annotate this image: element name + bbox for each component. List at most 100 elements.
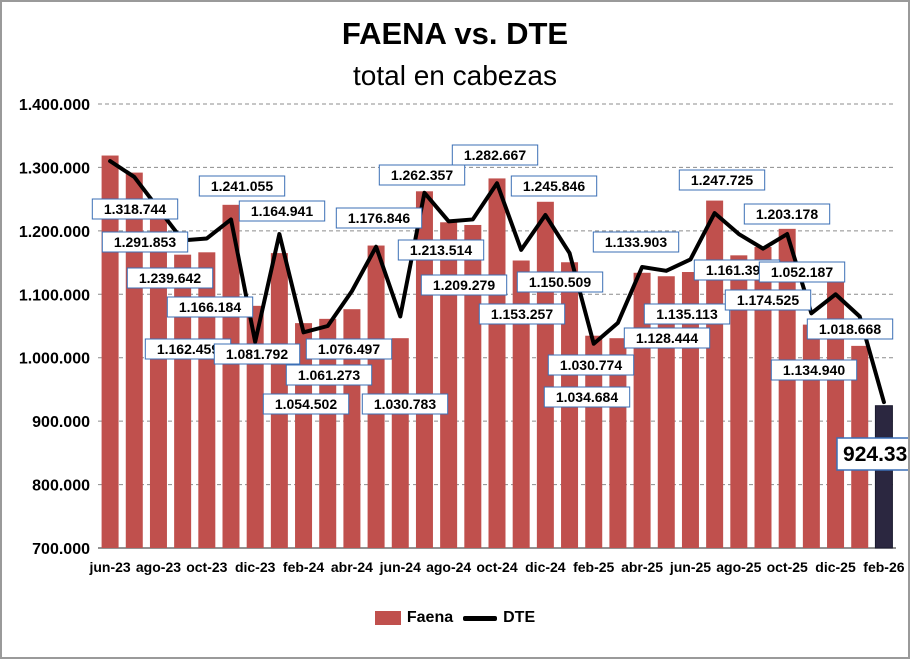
y-tick-label: 800.000: [32, 478, 90, 495]
data-label: 1.239.642: [139, 270, 201, 286]
x-tick-label: jun-23: [88, 559, 130, 575]
data-label: 1.128.444: [636, 330, 698, 346]
data-label-box: [213, 343, 301, 365]
data-label: 1.282.667: [464, 147, 526, 163]
data-label-box: [543, 386, 631, 408]
data-label: 1.052.187: [771, 264, 833, 280]
data-label-box: [770, 359, 858, 381]
data-label: 1.054.502: [275, 396, 337, 412]
legend-swatch-faena: [374, 611, 401, 625]
data-label-box: [724, 289, 812, 311]
data-label-box: [397, 239, 485, 261]
data-label: 1.174.525: [737, 292, 799, 308]
data-label-box: [166, 296, 254, 318]
data-label: 1.203.178: [756, 206, 818, 222]
data-label-box: [478, 303, 566, 325]
y-tick-label: 1.300.000: [19, 160, 90, 177]
bar-faena: [101, 155, 119, 548]
data-label: 1.176.846: [348, 210, 410, 226]
data-label: 1.162.459: [157, 341, 219, 357]
data-label-box: [451, 144, 539, 166]
data-label-box: [420, 274, 508, 296]
x-tick-label: oct-25: [767, 559, 808, 575]
data-label-box: [361, 393, 449, 415]
data-label-box: [198, 175, 286, 197]
x-tick-label: dic-23: [235, 559, 276, 575]
bar-faena: [706, 200, 724, 548]
x-tick-label: ago-25: [716, 559, 761, 575]
legend-label-faena: Faena: [406, 609, 454, 626]
highlight-label-box: [836, 437, 908, 471]
data-label: 1.245.846: [523, 178, 585, 194]
x-tick-label: feb-24: [283, 559, 324, 575]
y-tick-label: 1.200.000: [19, 224, 90, 241]
data-label-box: [758, 261, 846, 283]
highlight-label: 924.333: [843, 443, 908, 466]
data-label: 1.034.684: [556, 389, 618, 405]
data-label: 1.318.744: [104, 201, 166, 217]
x-tick-label: ago-24: [426, 559, 471, 575]
data-label: 1.209.279: [433, 277, 495, 293]
data-label: 1.153.257: [491, 306, 553, 322]
x-tick-label: abr-24: [331, 559, 373, 575]
data-label: 1.164.941: [251, 203, 313, 219]
data-label-box: [743, 203, 831, 225]
y-tick-label: 900.000: [32, 414, 90, 431]
data-label-box: [262, 393, 350, 415]
line-dte: [108, 159, 886, 405]
data-label: 1.262.357: [391, 167, 453, 183]
bar-faena: [246, 305, 264, 548]
x-tick-label: jun-25: [669, 559, 711, 575]
data-label-box: [101, 231, 189, 253]
x-tick-label: dic-25: [815, 559, 856, 575]
data-label: 1.076.497: [318, 341, 380, 357]
bar-faena: [464, 224, 482, 548]
bar-faena: [802, 324, 820, 548]
data-label: 1.291.853: [114, 234, 176, 250]
data-label-box: [126, 267, 214, 289]
data-label: 1.150.509: [529, 274, 591, 290]
bar-faena: [827, 272, 845, 548]
data-label: 1.166.184: [179, 299, 241, 315]
data-label: 1.030.774: [560, 357, 622, 373]
x-tick-label: oct-24: [476, 559, 517, 575]
x-tick-label: ago-23: [136, 559, 181, 575]
data-label-box: [378, 164, 466, 186]
x-tick-label: dic-24: [525, 559, 566, 575]
data-label: 1.134.940: [783, 362, 845, 378]
legend-item-faena: Faena: [374, 609, 454, 627]
data-label-box: [623, 327, 711, 349]
data-label: 1.081.792: [226, 346, 288, 362]
data-label: 1.133.903: [605, 234, 667, 250]
bar-faena: [512, 260, 530, 548]
data-label-box: [305, 338, 393, 360]
bar-faena: [874, 405, 893, 549]
bar-faena: [149, 205, 167, 549]
data-label-box: [678, 169, 766, 191]
data-label-box: [547, 354, 635, 376]
bar-faena: [440, 222, 458, 548]
data-label: 1.161.397: [706, 262, 768, 278]
data-label-box: [285, 364, 373, 386]
data-label-box: [510, 175, 598, 197]
y-tick-label: 1.000.000: [19, 351, 90, 368]
bar-faena: [222, 204, 240, 549]
bar-faena: [754, 247, 772, 548]
legend-label-dte: DTE: [503, 609, 536, 626]
data-label: 1.213.514: [410, 242, 472, 258]
y-tick-label: 1.100.000: [19, 287, 90, 304]
bar-faena: [391, 338, 409, 548]
data-label: 1.135.113: [656, 306, 718, 322]
data-label: 1.018.668: [819, 321, 881, 337]
bar-faena: [174, 254, 192, 548]
data-label: 1.030.783: [374, 396, 436, 412]
y-tick-label: 700.000: [32, 541, 90, 558]
bar-faena: [198, 252, 216, 548]
data-label-box: [516, 271, 604, 293]
data-label: 1.241.055: [211, 178, 273, 194]
legend-swatch-dte: [463, 615, 498, 621]
x-tick-label: jun-24: [379, 559, 421, 575]
x-tick-label: abr-25: [621, 559, 663, 575]
chart-title: FAENA vs. DTE: [341, 16, 569, 51]
data-label-box: [238, 200, 326, 222]
